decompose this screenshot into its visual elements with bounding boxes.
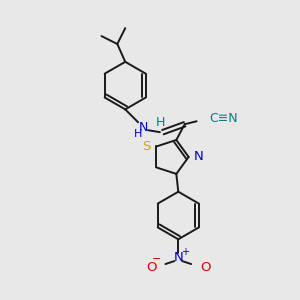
Text: +: + — [181, 247, 189, 257]
Text: N: N — [173, 250, 183, 264]
Text: O: O — [200, 260, 211, 274]
Text: H: H — [134, 129, 142, 139]
Text: −: − — [152, 254, 161, 264]
Text: H: H — [156, 116, 166, 129]
Text: S: S — [142, 140, 150, 153]
Text: O: O — [146, 260, 157, 274]
Text: C≡N: C≡N — [209, 112, 238, 125]
Text: N: N — [138, 121, 148, 134]
Text: N: N — [194, 150, 203, 164]
